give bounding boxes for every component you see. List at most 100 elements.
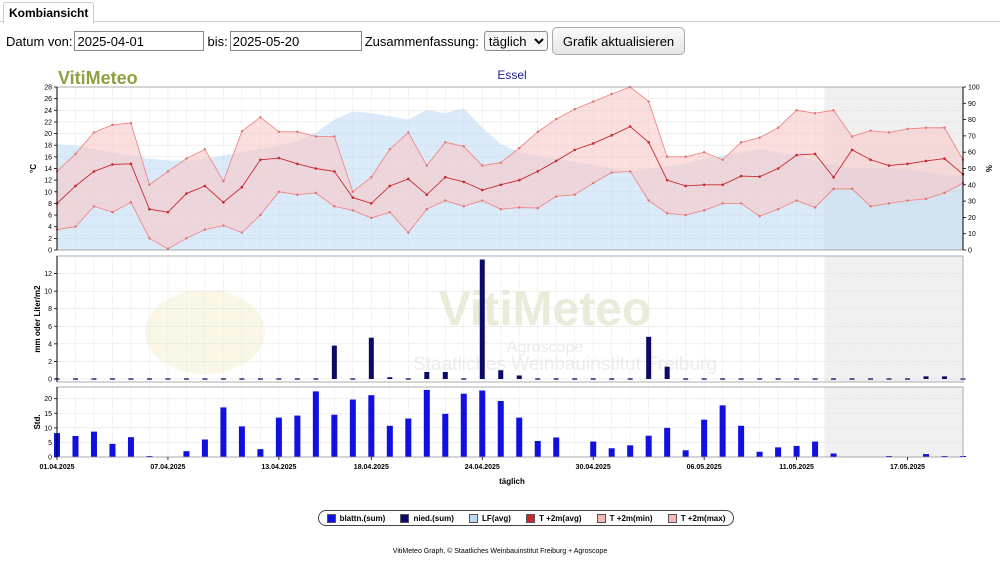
y-tick-label-right: 50	[968, 166, 976, 173]
legend-swatch	[326, 513, 336, 523]
point-t-min	[665, 212, 669, 215]
point-t-max	[536, 130, 539, 134]
bar-blattn-sum	[72, 436, 79, 457]
bar-blattn-sum	[590, 441, 597, 457]
point-t-avg	[813, 152, 817, 156]
bar-blattn-sum	[645, 435, 652, 457]
bar-blattn-sum	[497, 401, 504, 457]
point-t-min	[776, 208, 780, 211]
point-t-min	[240, 231, 244, 234]
point-t-max	[351, 190, 355, 193]
bar-blattn-sum	[90, 431, 97, 457]
y-tick-label-left: 14	[44, 166, 52, 173]
point-t-min	[388, 210, 392, 214]
legend-swatch	[667, 513, 677, 523]
date-to-input[interactable]	[229, 31, 362, 51]
y-tick-label-right: 70	[968, 133, 976, 140]
point-t-avg	[166, 210, 170, 214]
bar-nied-sum	[331, 345, 337, 379]
point-t-avg	[259, 158, 262, 162]
x-tick-label: 30.04.2025	[576, 464, 611, 471]
legend-item[interactable]: nied.(sum)	[400, 513, 454, 523]
summary-select[interactable]: täglich	[483, 31, 548, 51]
summary-label: Zusammenfassung:	[364, 33, 479, 49]
update-chart-button[interactable]: Grafik aktualisieren	[551, 27, 686, 55]
point-t-min	[758, 215, 761, 218]
legend-swatch	[469, 513, 479, 523]
point-t-max	[924, 126, 928, 129]
point-t-max	[684, 155, 687, 159]
x-tick-label: 13.04.2025	[261, 464, 296, 471]
y-tick-label-left: 12	[44, 178, 52, 185]
y-tick-label-left: 4	[48, 224, 52, 231]
legend-item[interactable]: LF(avg)	[469, 513, 511, 523]
bar-blattn-sum	[146, 456, 153, 457]
point-t-min	[314, 191, 318, 195]
point-t-avg	[554, 159, 558, 163]
legend-item[interactable]: T +2m(max)	[667, 513, 725, 523]
point-t-min	[943, 191, 946, 195]
x-tick-label: 07.04.2025	[150, 464, 185, 471]
point-t-min	[610, 171, 613, 174]
point-t-min	[628, 170, 632, 173]
point-t-max	[314, 135, 318, 138]
date-from-input[interactable]	[74, 31, 205, 51]
y-tick-label-left: 0	[48, 377, 52, 384]
point-t-avg	[573, 148, 577, 152]
point-t-min	[481, 199, 484, 202]
point-t-max	[758, 136, 761, 139]
bar-blattn-sum	[386, 425, 393, 457]
point-t-max	[592, 100, 595, 103]
point-t-avg	[610, 134, 613, 137]
tab-kombiansicht[interactable]: Kombiansicht	[3, 2, 95, 24]
point-t-max	[370, 176, 373, 179]
point-t-max	[129, 121, 133, 125]
bar-nied-sum	[424, 371, 430, 379]
point-t-min	[425, 208, 428, 211]
point-t-min	[721, 202, 724, 205]
point-t-min	[684, 213, 687, 217]
bar-blattn-sum	[294, 415, 301, 457]
y-tick-label-left: 2	[48, 359, 52, 366]
point-t-avg	[92, 170, 96, 173]
point-t-min	[887, 202, 891, 205]
point-t-max	[407, 131, 410, 134]
y-tick-label-left: 8	[48, 306, 52, 313]
bar-nied-sum	[516, 375, 522, 379]
bar-blattn-sum	[664, 427, 671, 457]
watermark-text: VitiMeteo	[439, 283, 651, 336]
y-tick-label-right: 80	[968, 117, 976, 124]
point-t-avg	[869, 158, 872, 162]
watermark-text: Staatliches Weinbauinstitut Freiburg	[413, 354, 717, 375]
y-tick-label-left: 10	[44, 189, 52, 196]
y-tick-label-left: 8	[48, 201, 52, 208]
point-t-min	[647, 199, 650, 202]
y-tick-label-left: 24	[44, 108, 52, 115]
point-t-avg	[74, 184, 77, 188]
filter-form: Datum von: bis: Zusammenfassung: täglich…	[6, 27, 686, 55]
point-t-avg	[758, 175, 761, 178]
point-t-max	[240, 130, 244, 133]
y-tick-label-left: 16	[44, 154, 52, 161]
y-tick-label-right: 30	[968, 199, 976, 206]
bar-blattn-sum	[349, 399, 356, 457]
bar-blattn-sum	[238, 426, 245, 457]
point-t-max	[665, 155, 669, 159]
date-from-label: Datum von:	[6, 33, 73, 49]
point-t-min	[185, 237, 188, 240]
legend-item[interactable]: T +2m(min)	[596, 513, 653, 523]
bar-blattn-sum	[201, 439, 208, 457]
legend-item[interactable]: T +2m(avg)	[526, 513, 582, 523]
point-t-avg	[129, 162, 133, 166]
y-tick-label-left: 28	[44, 85, 52, 92]
point-t-min	[518, 206, 521, 209]
bar-nied-sum	[479, 259, 485, 379]
watermark-text: Agroscope	[507, 339, 584, 356]
bar-blattn-sum	[460, 393, 467, 457]
point-t-avg	[517, 178, 521, 182]
y-tick-label-left: 15	[44, 411, 52, 418]
point-t-min	[536, 206, 539, 210]
legend-label: LF(avg)	[482, 513, 511, 523]
legend-item[interactable]: blattn.(sum)	[326, 513, 385, 523]
